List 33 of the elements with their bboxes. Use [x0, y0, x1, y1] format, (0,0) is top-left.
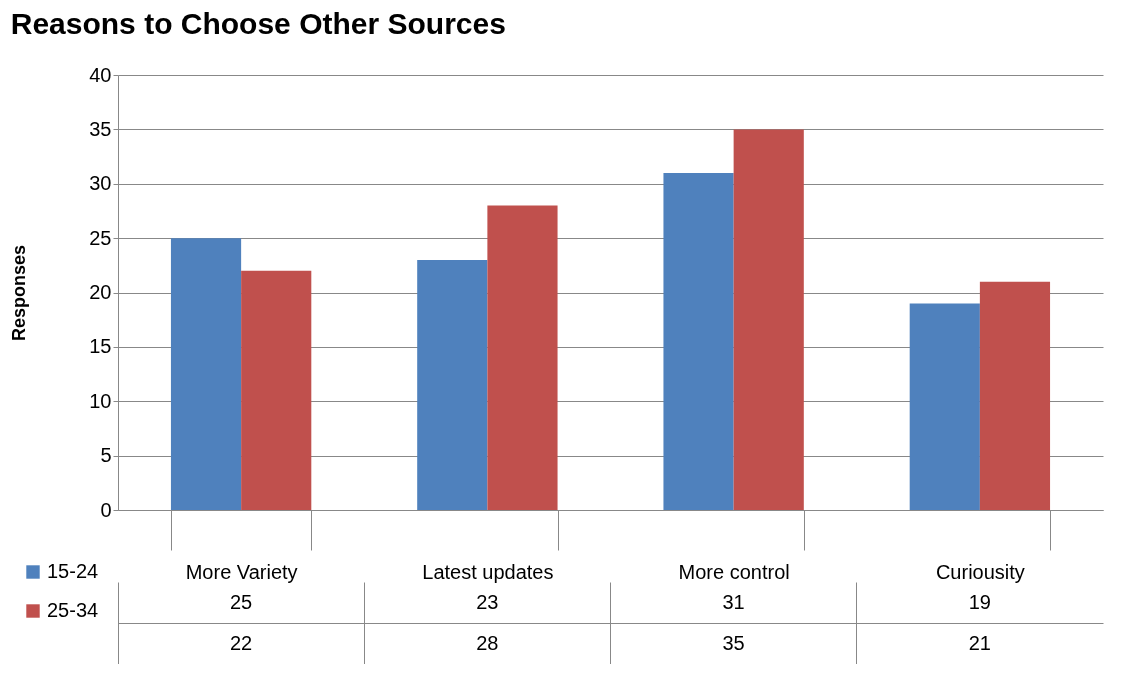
bar	[733, 129, 804, 510]
bar	[241, 270, 312, 510]
data-label: 25	[230, 590, 253, 613]
y-tick-label: 5	[100, 444, 112, 467]
data-label: 23	[476, 590, 499, 613]
data-label: 35	[722, 631, 745, 654]
x-tick-label: Latest updates	[422, 560, 554, 583]
bar	[487, 205, 558, 510]
y-tick-label: 40	[89, 63, 112, 86]
data-label: 22	[230, 631, 253, 654]
y-tick-label: 0	[100, 498, 112, 521]
bar	[909, 303, 980, 510]
bar	[979, 281, 1051, 510]
data-label: 19	[968, 590, 991, 613]
bar	[417, 259, 488, 510]
y-tick-label: 15	[89, 335, 112, 358]
chart-title: Reasons to Choose Other Sources	[10, 7, 506, 40]
y-tick-label: 35	[89, 117, 112, 140]
x-tick-label: Curiousity	[935, 560, 1025, 583]
y-axis-title: Responses	[9, 244, 30, 342]
x-tick-label: More control	[678, 560, 790, 583]
y-tick-label: 30	[89, 172, 112, 195]
data-label: 31	[722, 590, 745, 613]
x-tick-label: More Variety	[185, 560, 298, 583]
y-tick-label: 10	[89, 389, 112, 412]
bar	[663, 172, 734, 510]
data-label: 28	[476, 631, 499, 654]
data-label: 21	[968, 631, 991, 654]
legend-label: 15-24	[47, 560, 99, 582]
legend-label: 25-34	[47, 599, 99, 621]
y-tick-label: 25	[89, 226, 112, 249]
y-tick-label: 20	[89, 281, 112, 303]
bar	[170, 238, 242, 510]
